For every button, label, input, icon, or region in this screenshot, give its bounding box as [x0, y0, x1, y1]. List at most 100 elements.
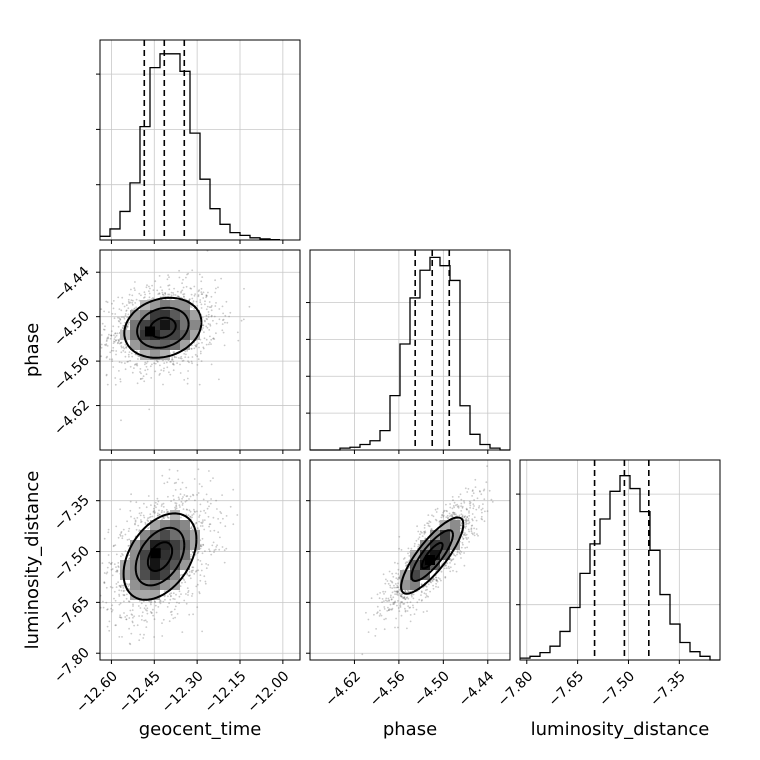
sample-point — [422, 586, 425, 589]
sample-point — [217, 518, 220, 520]
sample-point — [205, 567, 208, 570]
sample-point — [202, 347, 205, 350]
sample-point — [214, 305, 217, 307]
sample-point — [370, 597, 373, 600]
sample-point — [158, 275, 161, 277]
sample-point — [399, 606, 402, 608]
sample-point — [452, 505, 455, 507]
sample-point — [197, 492, 200, 494]
contour-level-0 — [146, 541, 174, 572]
sample-point — [385, 597, 388, 600]
sample-point — [186, 572, 189, 575]
sample-point — [442, 514, 445, 517]
sample-point — [137, 524, 140, 527]
sample-point — [395, 590, 398, 593]
sample-point — [126, 316, 129, 319]
sample-point — [162, 502, 165, 505]
sample-point — [112, 300, 115, 302]
sample-point — [122, 585, 124, 587]
sample-point — [385, 617, 387, 620]
sample-point — [478, 506, 480, 509]
sample-point — [215, 322, 218, 325]
sample-point — [175, 505, 178, 508]
sample-point — [124, 368, 127, 371]
sample-point — [183, 295, 185, 298]
density-cell — [130, 320, 140, 330]
sample-point — [113, 338, 116, 340]
sample-point — [197, 468, 200, 471]
sample-point — [384, 590, 387, 593]
sample-point — [118, 361, 121, 363]
sample-point — [162, 600, 165, 603]
sample-point — [209, 502, 212, 505]
sample-point — [438, 521, 441, 523]
sample-point — [194, 353, 197, 356]
sample-point — [455, 570, 458, 573]
sample-point — [140, 521, 142, 523]
density-layer — [100, 460, 239, 646]
sample-point — [374, 635, 377, 637]
sample-point — [126, 614, 128, 617]
sample-point — [118, 320, 121, 323]
sample-point — [457, 505, 460, 507]
sample-point — [189, 516, 192, 518]
sample-point — [382, 573, 385, 576]
sample-point — [158, 509, 160, 512]
sample-point — [427, 514, 430, 516]
sample-point — [413, 542, 416, 545]
sample-point — [143, 296, 146, 298]
sample-point — [156, 289, 159, 292]
sample-point — [200, 280, 203, 283]
sample-point — [163, 362, 166, 364]
sample-point — [163, 295, 165, 297]
sample-point — [94, 336, 96, 338]
density-cell — [150, 300, 160, 310]
sample-point — [159, 602, 162, 605]
sample-point — [395, 591, 398, 593]
sample-point — [106, 337, 109, 340]
sample-point — [168, 371, 170, 374]
sample-point — [195, 345, 197, 348]
sample-point — [473, 532, 476, 534]
sample-point — [389, 580, 392, 582]
sample-point — [397, 607, 400, 609]
density-cell — [150, 540, 160, 550]
sample-point — [394, 561, 396, 564]
sample-point — [188, 298, 191, 301]
sample-point — [127, 600, 130, 603]
sample-point — [449, 503, 451, 505]
sample-point — [460, 557, 462, 559]
sample-point — [468, 502, 471, 505]
sample-point — [191, 595, 193, 597]
density-cell — [420, 540, 430, 550]
sample-point — [464, 487, 467, 490]
sample-point — [126, 520, 128, 523]
density-cell — [180, 340, 190, 350]
sample-point — [221, 329, 224, 332]
sample-point — [409, 601, 412, 604]
sample-point — [144, 361, 147, 364]
sample-point — [207, 311, 210, 313]
sample-point — [450, 559, 453, 561]
sample-point — [423, 527, 426, 529]
sample-point — [127, 313, 130, 316]
sample-point — [379, 609, 381, 612]
density-cell — [150, 320, 160, 330]
sample-point — [193, 573, 196, 575]
sample-point — [402, 558, 405, 560]
sample-point — [404, 590, 407, 592]
sample-point — [137, 355, 140, 357]
sample-point — [139, 368, 142, 370]
sample-point — [213, 315, 216, 318]
sample-point — [171, 357, 174, 359]
ytick-label-luminosity_distance: −7.35 — [51, 492, 93, 534]
sample-point — [175, 481, 178, 484]
density-cell — [150, 340, 160, 350]
sample-point — [441, 562, 444, 565]
sample-point — [169, 373, 172, 376]
sample-point — [196, 583, 199, 586]
sample-point — [172, 592, 175, 595]
sample-point — [133, 307, 136, 310]
sample-point — [404, 610, 407, 613]
sample-point — [208, 525, 211, 528]
